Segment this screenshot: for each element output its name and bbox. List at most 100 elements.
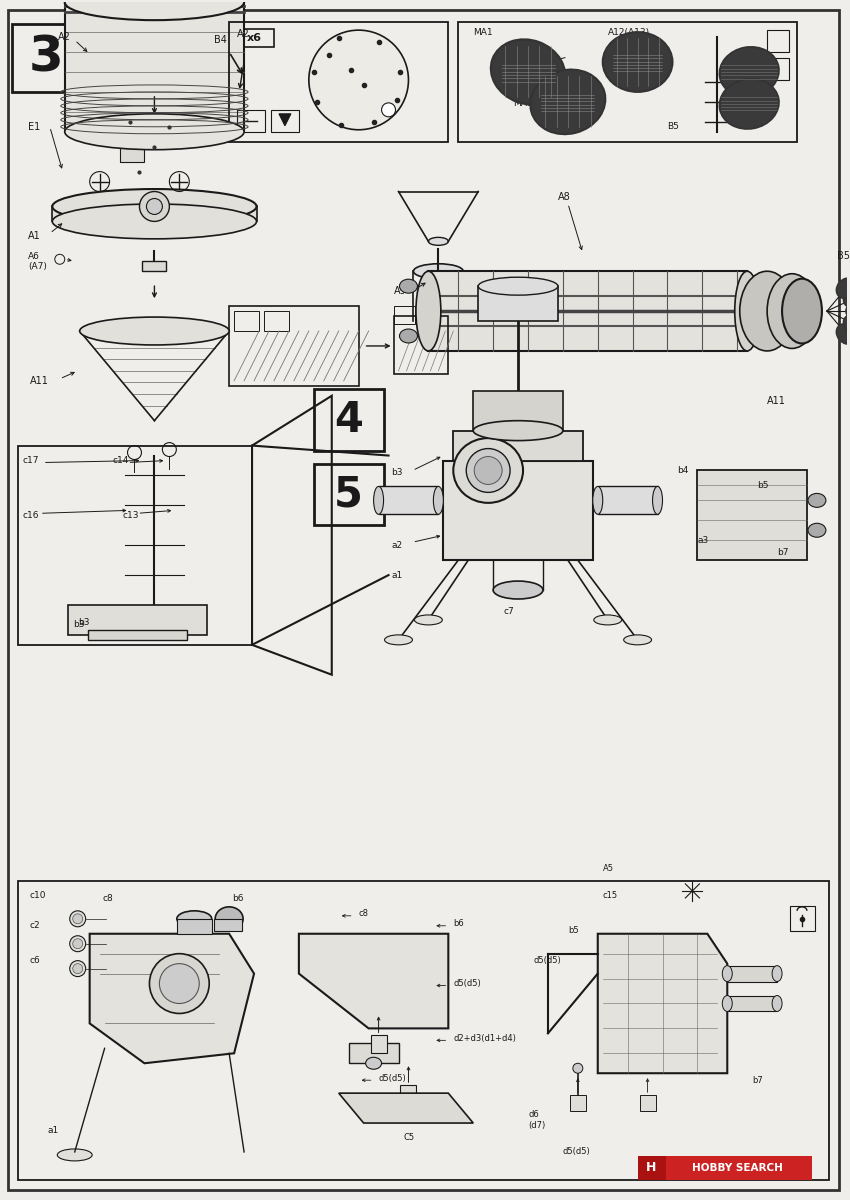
Ellipse shape [177, 911, 212, 926]
Text: MA1: MA1 [513, 100, 533, 108]
Bar [88, 630, 187, 640]
Ellipse shape [413, 264, 463, 278]
Text: d5(d5): d5(d5) [453, 979, 481, 988]
Text: 3: 3 [28, 34, 63, 82]
Bar [598, 486, 658, 515]
Bar [428, 271, 747, 350]
Ellipse shape [479, 277, 558, 295]
Text: A6
(A7): A6 (A7) [28, 252, 47, 271]
Circle shape [70, 961, 86, 977]
Bar [638, 1156, 812, 1180]
Ellipse shape [722, 966, 732, 982]
Text: A1: A1 [28, 232, 41, 241]
Bar [378, 486, 439, 515]
Ellipse shape [846, 302, 850, 320]
Text: d5(d5): d5(d5) [563, 1147, 591, 1157]
Text: A2: A2 [58, 32, 71, 42]
Circle shape [309, 30, 409, 130]
Text: A8: A8 [558, 192, 570, 202]
Circle shape [382, 103, 395, 116]
Ellipse shape [493, 581, 543, 599]
Text: B4: B4 [214, 35, 227, 46]
Bar [400, 1085, 416, 1103]
Text: b7: b7 [777, 547, 789, 557]
Ellipse shape [719, 79, 779, 128]
Ellipse shape [57, 1148, 92, 1160]
Ellipse shape [53, 204, 257, 239]
Text: d6
(d7): d6 (d7) [528, 1110, 545, 1129]
Ellipse shape [772, 966, 782, 982]
Text: d2+d3(d1+d4): d2+d3(d1+d4) [453, 1034, 516, 1043]
Bar [234, 311, 259, 331]
Bar [230, 22, 448, 142]
Text: b3: b3 [392, 468, 403, 476]
Text: B5: B5 [667, 122, 679, 131]
Ellipse shape [473, 421, 563, 440]
Text: c16: c16 [23, 511, 39, 520]
Ellipse shape [453, 438, 523, 503]
Ellipse shape [836, 278, 850, 299]
Ellipse shape [384, 635, 412, 644]
Text: x6: x6 [246, 34, 262, 43]
Ellipse shape [740, 271, 795, 350]
Polygon shape [339, 1093, 473, 1123]
Text: MA1: MA1 [623, 79, 643, 89]
Bar [458, 22, 797, 142]
Text: a3: a3 [697, 535, 709, 545]
Bar [394, 316, 448, 374]
Bar [570, 1096, 586, 1111]
Text: c10: c10 [30, 892, 47, 900]
Circle shape [160, 964, 199, 1003]
Ellipse shape [490, 40, 565, 104]
Ellipse shape [374, 486, 383, 515]
Circle shape [70, 911, 86, 926]
Polygon shape [299, 934, 448, 1028]
Ellipse shape [400, 280, 417, 293]
Bar [237, 110, 265, 132]
Text: B6: B6 [543, 49, 555, 59]
Text: B5: B5 [837, 251, 850, 262]
Circle shape [474, 456, 502, 485]
Text: d5(d5): d5(d5) [533, 956, 561, 965]
Ellipse shape [782, 278, 822, 343]
Bar [12, 24, 80, 92]
Bar [348, 1043, 399, 1063]
Ellipse shape [624, 635, 652, 644]
Bar [120, 144, 145, 162]
Bar [371, 1036, 387, 1054]
Ellipse shape [843, 289, 850, 308]
Bar [314, 389, 383, 450]
Bar [230, 306, 359, 386]
Text: a2: a2 [392, 541, 403, 550]
Ellipse shape [65, 114, 244, 150]
Bar [728, 996, 777, 1012]
Bar [453, 431, 583, 461]
Text: A5: A5 [603, 864, 614, 874]
Ellipse shape [53, 190, 257, 224]
Circle shape [146, 198, 162, 215]
Ellipse shape [808, 493, 826, 508]
Circle shape [467, 449, 510, 492]
Text: b3: b3 [73, 620, 84, 630]
Ellipse shape [767, 274, 817, 348]
Text: a1: a1 [392, 570, 403, 580]
Bar [214, 919, 242, 931]
Bar [728, 966, 777, 982]
Bar [178, 919, 212, 934]
Text: A11: A11 [30, 376, 48, 386]
Ellipse shape [772, 996, 782, 1012]
Text: H: H [646, 1162, 657, 1175]
Polygon shape [279, 114, 291, 126]
Text: c14: c14 [112, 456, 129, 466]
Bar [314, 463, 383, 526]
Circle shape [150, 954, 209, 1014]
Text: b7: b7 [752, 1075, 763, 1085]
Text: c8: c8 [359, 910, 369, 918]
Bar [444, 461, 592, 560]
Text: E1: E1 [28, 121, 40, 132]
Ellipse shape [65, 0, 244, 20]
Ellipse shape [366, 1057, 382, 1069]
Ellipse shape [603, 32, 672, 92]
Bar [18, 445, 252, 644]
Bar [697, 470, 807, 560]
